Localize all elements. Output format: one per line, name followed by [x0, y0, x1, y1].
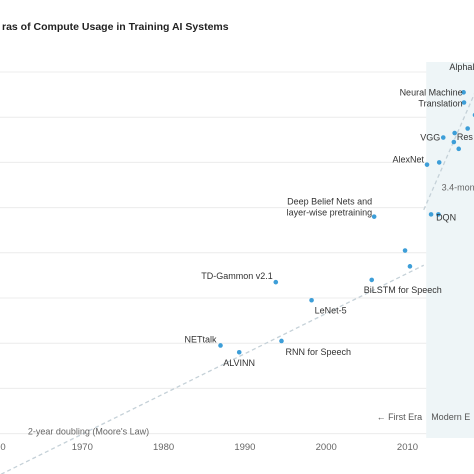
data-point	[461, 90, 466, 95]
x-tick-label: 1990	[234, 442, 255, 453]
point-label: LeNet-5	[315, 305, 347, 315]
data-point	[371, 214, 377, 219]
data-point	[456, 146, 462, 152]
trendline-label: 3.4-mont	[442, 182, 474, 192]
data-point	[436, 160, 442, 165]
data-point	[465, 126, 470, 131]
x-tick-label: 2010	[397, 442, 418, 453]
point-label: Deep Belief Nets and layer-wise pretraini…	[287, 197, 373, 218]
point-label: BiLSTM for Speech	[364, 285, 442, 295]
point-label: VGG	[420, 133, 440, 143]
data-point	[440, 135, 446, 140]
x-tick-label: 0	[0, 442, 5, 453]
data-point	[461, 100, 467, 105]
data-point	[428, 212, 434, 217]
point-label: TD-Gammon v2.1	[201, 271, 273, 281]
point-label: Neural Machine Translation	[400, 87, 463, 108]
point-labels: ronNETtalkALVINNRNN for SpeechTD-Gammon …	[184, 62, 474, 368]
data-point	[407, 264, 413, 269]
point-label: ALVINN	[223, 358, 255, 368]
point-label: Alphal	[449, 62, 474, 72]
data-point	[273, 279, 279, 285]
data-point	[309, 297, 314, 303]
trendline	[423, 93, 474, 211]
x-tick-label: 2000	[316, 442, 337, 453]
x-tick-label: 1970	[72, 442, 93, 453]
trendlines: 2-year doubling (Moore's Law) 3.4-mont	[0, 93, 474, 474]
trendline	[0, 264, 425, 474]
point-label: AlexNet	[392, 155, 424, 165]
data-point	[436, 212, 441, 217]
data-point	[279, 338, 284, 344]
data-points	[218, 90, 474, 355]
x-tick-label: 1980	[153, 442, 174, 453]
data-point	[369, 277, 375, 283]
modern-era-label: Modern E	[431, 412, 470, 422]
data-point	[218, 343, 223, 348]
data-point	[451, 139, 457, 145]
point-label: NETtalk	[184, 334, 217, 344]
data-point	[236, 349, 242, 355]
data-point	[424, 162, 430, 167]
chart-title: ras of Compute Usage in Training AI Syst…	[2, 21, 229, 33]
data-point	[452, 130, 457, 136]
point-label: DQN	[436, 212, 456, 222]
point-label: RNN for Speech	[285, 347, 351, 357]
x-axis-ticks: 0 1970 1980 1990 2000 2010	[0, 442, 418, 453]
first-era-label: ← First Era	[377, 412, 423, 422]
trendline-label: 2-year doubling (Moore's Law)	[28, 426, 149, 436]
modern-era-band	[426, 62, 474, 438]
gridlines	[0, 71, 474, 435]
data-point	[402, 248, 408, 253]
point-label: Res	[457, 132, 474, 142]
